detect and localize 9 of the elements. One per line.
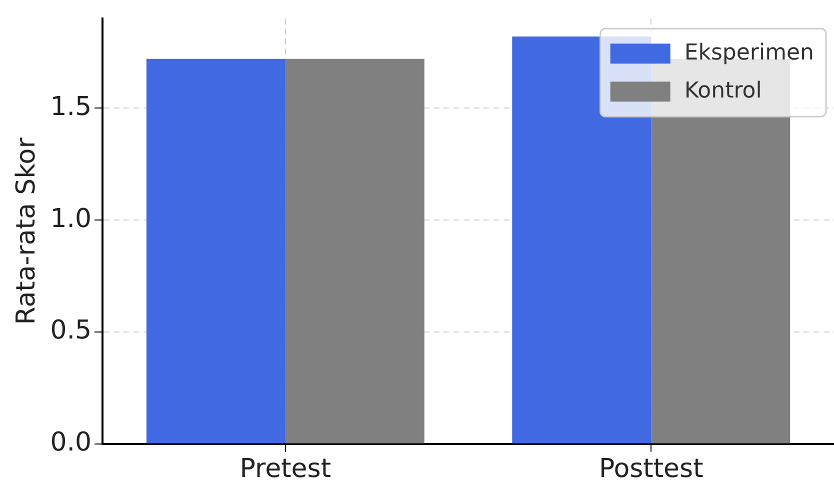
y-tick-label: 1.0 xyxy=(50,204,92,234)
legend-label: Eksperimen xyxy=(684,40,814,66)
y-tick-label: 0.0 xyxy=(50,428,92,458)
x-tick-label: Posttest xyxy=(598,454,704,484)
y-axis-title: Rata-rata Skor xyxy=(11,137,42,325)
x-tick-label: Pretest xyxy=(240,454,332,484)
y-tick-label: 0.5 xyxy=(50,316,92,346)
legend-label: Kontrol xyxy=(684,78,762,104)
y-tick-label: 1.5 xyxy=(50,92,92,122)
